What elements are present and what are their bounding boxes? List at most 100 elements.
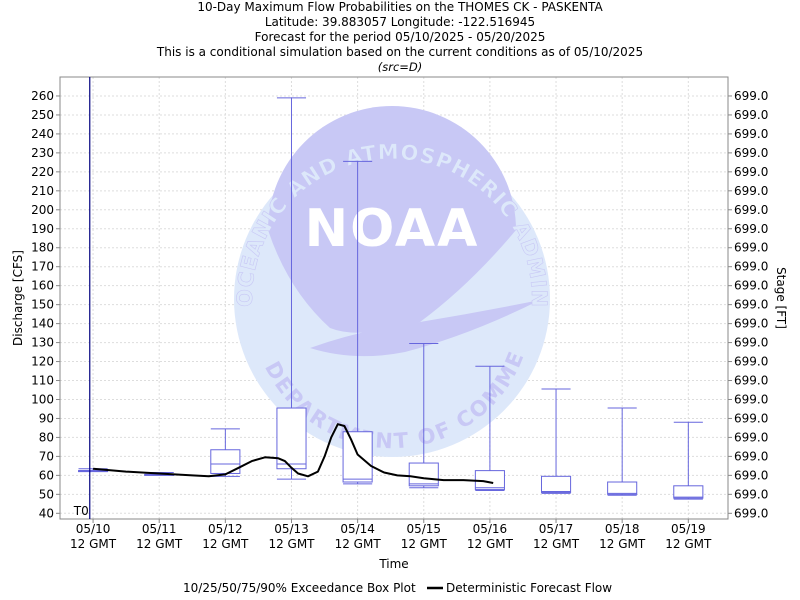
x-tick-label-date: 05/17 — [539, 522, 574, 536]
x-tick-label-date: 05/13 — [274, 522, 309, 536]
x-tick-label-date: 05/18 — [605, 522, 640, 536]
chart-title: 10-Day Maximum Flow Probabilities on the… — [197, 0, 603, 14]
x-tick-label-time: 12 GMT — [136, 537, 183, 551]
box-plot — [210, 428, 241, 477]
y2-tick-label: 699.0 — [734, 506, 768, 520]
y2-tick-label: 699.0 — [734, 392, 768, 406]
y2-tick-label: 699.0 — [734, 355, 768, 369]
box-plot — [342, 160, 373, 485]
y2-tick-label: 699.0 — [734, 336, 768, 350]
t0-label: T0 — [73, 504, 89, 518]
chart-source-note: (src=D) — [377, 60, 423, 74]
x-tick-label-time: 12 GMT — [401, 537, 448, 551]
y-tick-label: 190 — [31, 222, 54, 236]
noaa-logo-upper-disc — [268, 106, 516, 333]
chart-subtitle-period: Forecast for the period 05/10/2025 - 05/… — [254, 30, 546, 44]
y-tick-label: 50 — [39, 487, 54, 501]
y2-tick-label: 699.0 — [734, 374, 768, 388]
x-tick-label-time: 12 GMT — [665, 537, 712, 551]
box-plot — [607, 407, 638, 496]
y2-tick-labels: 699.0 699.0 699.0 699.0 699.0 699.0 699.0 699.0… — [734, 89, 768, 520]
box-iqr — [607, 481, 638, 495]
y-axis-label: Discharge [CFS] — [11, 250, 25, 346]
legend: 10/25/50/75/90% Exceedance Box Plot Dete… — [183, 581, 612, 595]
box-plot — [474, 365, 505, 492]
y-tick-label: 240 — [31, 127, 54, 141]
x-tick-label-time: 12 GMT — [599, 537, 646, 551]
box-plot — [78, 468, 109, 473]
y-tick-labels: 40 50 60 70 80 90 100 110 120 130 140 150 160 170 180 1… — [31, 89, 54, 520]
x-tick-label-date: 05/11 — [142, 522, 177, 536]
y-tick-label: 40 — [39, 506, 54, 520]
y-tick-label: 130 — [31, 336, 54, 350]
noaa-logo-text: NOAA — [305, 199, 480, 259]
x-tick-label-time: 12 GMT — [70, 537, 117, 551]
x-tick-label-date: 05/12 — [208, 522, 243, 536]
y2-tick-label: 699.0 — [734, 184, 768, 198]
y2-tick-label: 699.0 — [734, 108, 768, 122]
plot-frame — [59, 76, 729, 520]
box-plot — [540, 388, 572, 494]
y2-tick-label: 699.0 — [734, 487, 768, 501]
y-tick-label: 200 — [31, 203, 54, 217]
noaa-logo-bird — [310, 300, 540, 357]
legend-deterministic: Deterministic Forecast Flow — [446, 581, 612, 595]
deterministic-forecast-line — [93, 423, 494, 484]
box-iqr — [673, 485, 704, 499]
chart-titles: 10-Day Maximum Flow Probabilities on the… — [0, 0, 800, 75]
x-tick-label-date: 05/16 — [473, 522, 508, 536]
x-tick-label-date: 05/14 — [340, 522, 375, 536]
y-tick-label: 180 — [31, 241, 54, 255]
legend-box-plot: 10/25/50/75/90% Exceedance Box Plot — [183, 581, 416, 595]
x-axis-label: Time — [378, 557, 408, 571]
y2-tick-label: 699.0 — [734, 449, 768, 463]
y2-tick-label: 699.0 — [734, 317, 768, 331]
noaa-watermark: NATIONAL OCEANIC AND ATMOSPHERIC ADMINIS… — [60, 77, 550, 457]
y2-tick-label: 699.0 — [734, 468, 768, 482]
y2-tick-label: 699.0 — [734, 279, 768, 293]
box-plot — [673, 421, 704, 500]
chart-subtitle-conditions: This is a conditional simulation based o… — [156, 45, 644, 59]
deterministic-forecast — [93, 423, 494, 484]
x-tick-label-time: 12 GMT — [268, 537, 315, 551]
x-tick-label-date: 05/19 — [671, 522, 706, 536]
y2-tick-label: 699.0 — [734, 127, 768, 141]
axes: T0 — [56, 76, 732, 523]
y-tick-label: 70 — [39, 449, 54, 463]
x-tick-label-time: 12 GMT — [467, 537, 514, 551]
y-tick-label: 150 — [31, 298, 54, 312]
y-tick-label: 110 — [31, 374, 54, 388]
y-tick-label: 220 — [31, 165, 54, 179]
y2-tick-label: 699.0 — [734, 222, 768, 236]
y-tick-label: 170 — [31, 260, 54, 274]
y-tick-label: 90 — [39, 411, 54, 425]
y2-tick-label: 699.0 — [734, 203, 768, 217]
x-tick-label-time: 12 GMT — [533, 537, 580, 551]
y2-tick-label: 699.0 — [734, 89, 768, 103]
box-iqr — [540, 475, 572, 493]
chart-subtitle-location: Latitude: 39.883057 Longitude: -122.5169… — [264, 15, 536, 29]
y-tick-label: 210 — [31, 184, 54, 198]
x-tick-label-date: 05/10 — [76, 522, 111, 536]
y-tick-label: 100 — [31, 392, 54, 406]
y-tick-label: 250 — [31, 108, 54, 122]
y2-tick-label: 699.0 — [734, 241, 768, 255]
y2-tick-label: 699.0 — [734, 430, 768, 444]
y-tick-label: 80 — [39, 430, 54, 444]
y-tick-label: 160 — [31, 279, 54, 293]
y-tick-label: 120 — [31, 355, 54, 369]
x-tick-label-time: 12 GMT — [335, 537, 382, 551]
y2-tick-label: 699.0 — [734, 411, 768, 425]
box-iqr — [408, 462, 439, 487]
y2-tick-label: 699.0 — [734, 298, 768, 312]
box-plot — [408, 343, 439, 489]
y-tick-label: 60 — [39, 468, 54, 482]
x-tick-label-date: 05/15 — [406, 522, 441, 536]
y-tick-label: 230 — [31, 146, 54, 160]
y2-tick-label: 699.0 — [734, 260, 768, 274]
y2-tick-label: 699.0 — [734, 146, 768, 160]
box-iqr — [342, 431, 373, 483]
y2-axis-label: Stage [FT] — [774, 267, 788, 329]
